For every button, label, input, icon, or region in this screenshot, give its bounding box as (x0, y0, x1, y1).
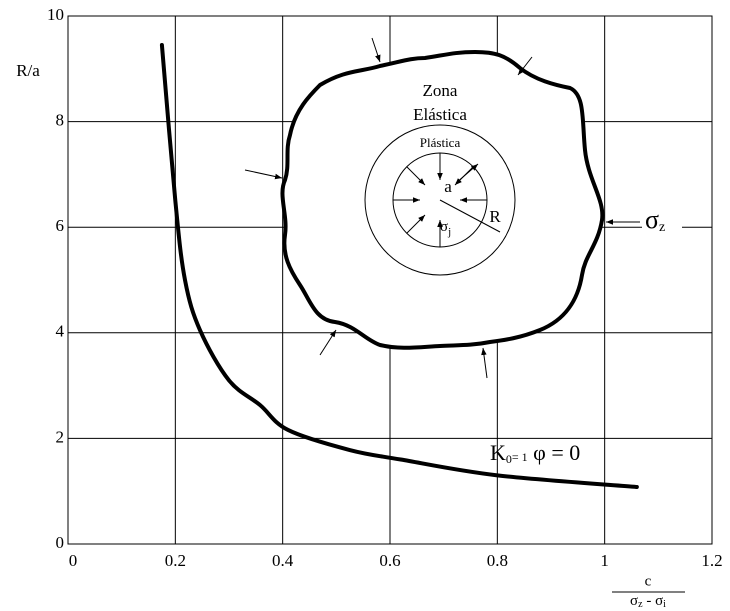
zone-label: Zona (423, 81, 458, 100)
subscript: j (447, 226, 451, 238)
symbol: - σ (643, 593, 664, 609)
x-tick-label: 0 (69, 551, 78, 570)
line-series (159, 43, 639, 489)
radius-label: R (489, 207, 501, 226)
radius-line (439, 199, 501, 233)
arrows (244, 37, 640, 379)
x-tick-label: 1.2 (701, 551, 722, 570)
y-tick-label: 6 (56, 216, 65, 235)
text: φ = 0 (528, 440, 581, 465)
radius-label: a (444, 177, 452, 196)
stress-label: σj (440, 219, 451, 237)
text: = 1 (512, 450, 528, 464)
y-axis-label: R/a (16, 61, 40, 80)
stress-label: σz (645, 205, 665, 235)
subscript: z (638, 599, 643, 610)
x-tick-label: 0.4 (272, 551, 294, 570)
elastic-zone-boundary (280, 49, 605, 350)
symbol: K (490, 440, 506, 465)
x-axis-label: c (645, 573, 652, 589)
curve-label: K0= 1 φ = 0 (490, 440, 580, 466)
subscript: 0 (506, 452, 512, 466)
y-tick-label: 10 (47, 5, 64, 24)
plastic-zone (364, 124, 516, 276)
x-tick-label: 0.6 (379, 551, 400, 570)
x-axis-label: σz - σi (630, 593, 666, 610)
y-tick-label: 2 (56, 427, 65, 446)
zone-label: Elástica (413, 105, 467, 124)
x-tick-label: 1 (600, 551, 609, 570)
symbol: σ (645, 205, 659, 234)
symbol: σ (630, 593, 638, 609)
y-tick-label: 0 (56, 533, 65, 552)
subscript: z (659, 220, 665, 235)
y-tick-label: 4 (56, 322, 65, 341)
label-bg (642, 208, 682, 238)
symbol: σ (440, 219, 448, 235)
x-tick-label: 0.2 (165, 551, 186, 570)
zone-label: Plástica (420, 135, 461, 150)
x-tick-label: 0.8 (487, 551, 508, 570)
y-tick-label: 8 (56, 111, 65, 130)
subscript: i (663, 599, 666, 610)
